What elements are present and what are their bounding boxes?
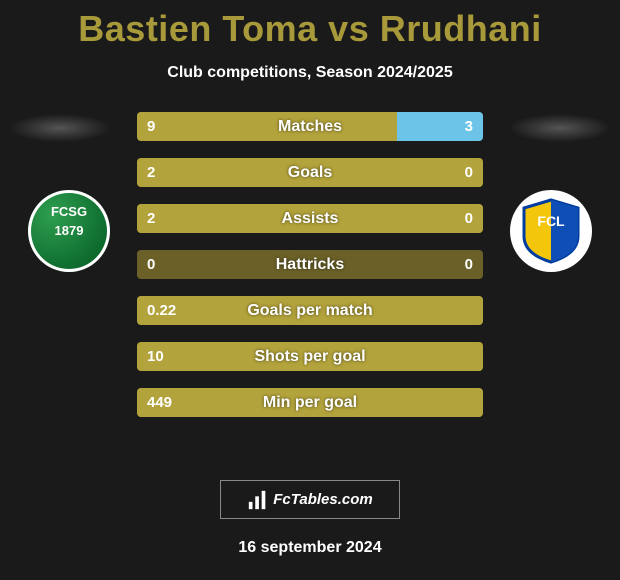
stat-row-matches: Matches9 3 <box>137 112 483 141</box>
stat-bars: Matches93Goals20Assists20Hattricks00Goal… <box>137 112 483 417</box>
svg-text:FCL: FCL <box>537 213 565 229</box>
stat-value-left: 449 <box>147 388 172 417</box>
stat-row-min-per-goal: Min per goal449 <box>137 388 483 417</box>
stat-label: Shots per goal <box>137 342 483 371</box>
stat-value-right: 0 <box>465 158 473 187</box>
stat-row-goals-per-match: Goals per match0.22 <box>137 296 483 325</box>
stat-value-left: 9 <box>147 112 155 141</box>
stat-value-left: 2 <box>147 158 155 187</box>
stat-value-right: 3 <box>465 112 473 141</box>
fctables-watermark: FcTables.com <box>220 480 400 519</box>
stat-value-left: 0 <box>147 250 155 279</box>
stat-value-left: 10 <box>147 342 164 371</box>
club-logo-right: FCL <box>510 190 592 272</box>
stat-label: Goals <box>137 158 483 187</box>
watermark-text: FcTables.com <box>273 491 372 508</box>
comparison-panel: FCSG FCL Matches93Goals20Assists20Hattri… <box>0 112 620 452</box>
stat-label: Assists <box>137 204 483 233</box>
stat-value-right: 0 <box>465 250 473 279</box>
stat-value-left: 2 <box>147 204 155 233</box>
stat-label: Hattricks <box>137 250 483 279</box>
player-right-silhouette-shadow <box>510 114 610 142</box>
stat-value-left: 0.22 <box>147 296 176 325</box>
stat-label: Min per goal <box>137 388 483 417</box>
fcl-shield-icon: FCL <box>516 196 586 266</box>
stat-value-right: 0 <box>465 204 473 233</box>
page-title: Bastien Toma vs Rrudhani <box>0 0 620 50</box>
stat-row-hattricks: Hattricks0 0 <box>137 250 483 279</box>
page-subtitle: Club competitions, Season 2024/2025 <box>0 64 620 82</box>
stat-row-shots-per-goal: Shots per goal10 <box>137 342 483 371</box>
player-left-silhouette-shadow <box>10 114 110 142</box>
stat-row-goals: Goals2 0 <box>137 158 483 187</box>
club-logo-left: FCSG <box>28 190 110 272</box>
stat-row-assists: Assists2 0 <box>137 204 483 233</box>
footer-date: 16 september 2024 <box>0 539 620 557</box>
bar-chart-icon <box>247 489 269 511</box>
stat-label: Goals per match <box>137 296 483 325</box>
club-left-abbr: FCSG <box>51 205 87 219</box>
stat-label: Matches <box>137 112 483 141</box>
